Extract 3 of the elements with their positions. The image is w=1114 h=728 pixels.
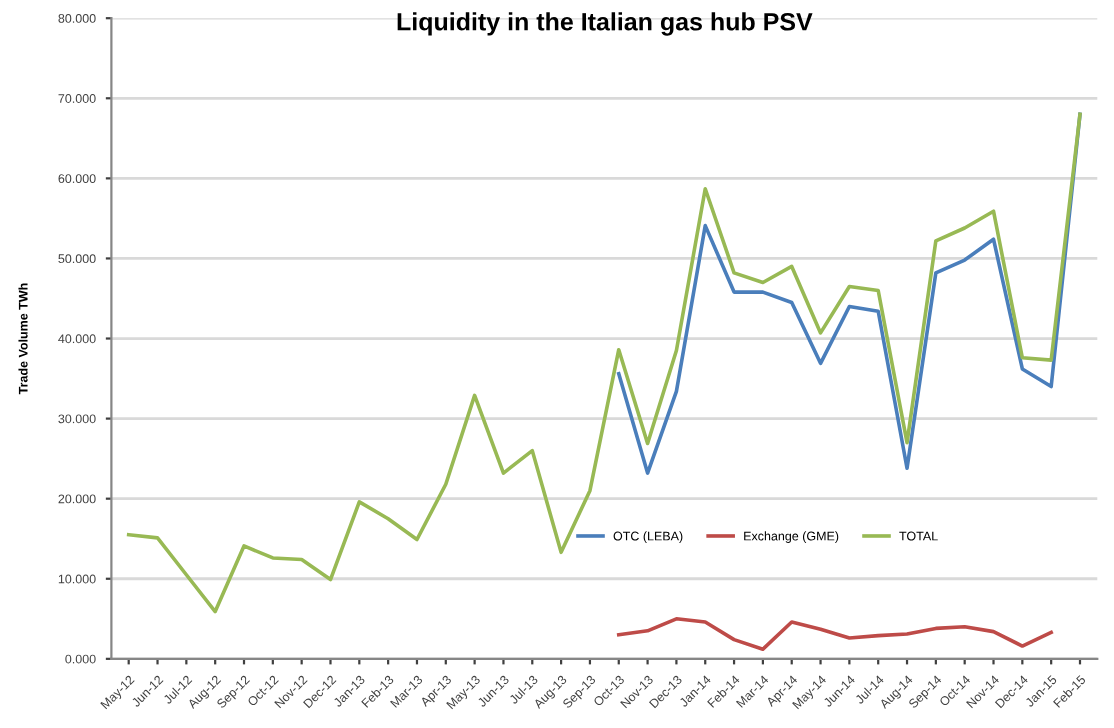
line-series: [616, 616, 1053, 652]
chart-title: Liquidity in the Italian gas hub PSV: [397, 12, 813, 36]
line-series: [126, 112, 1082, 614]
